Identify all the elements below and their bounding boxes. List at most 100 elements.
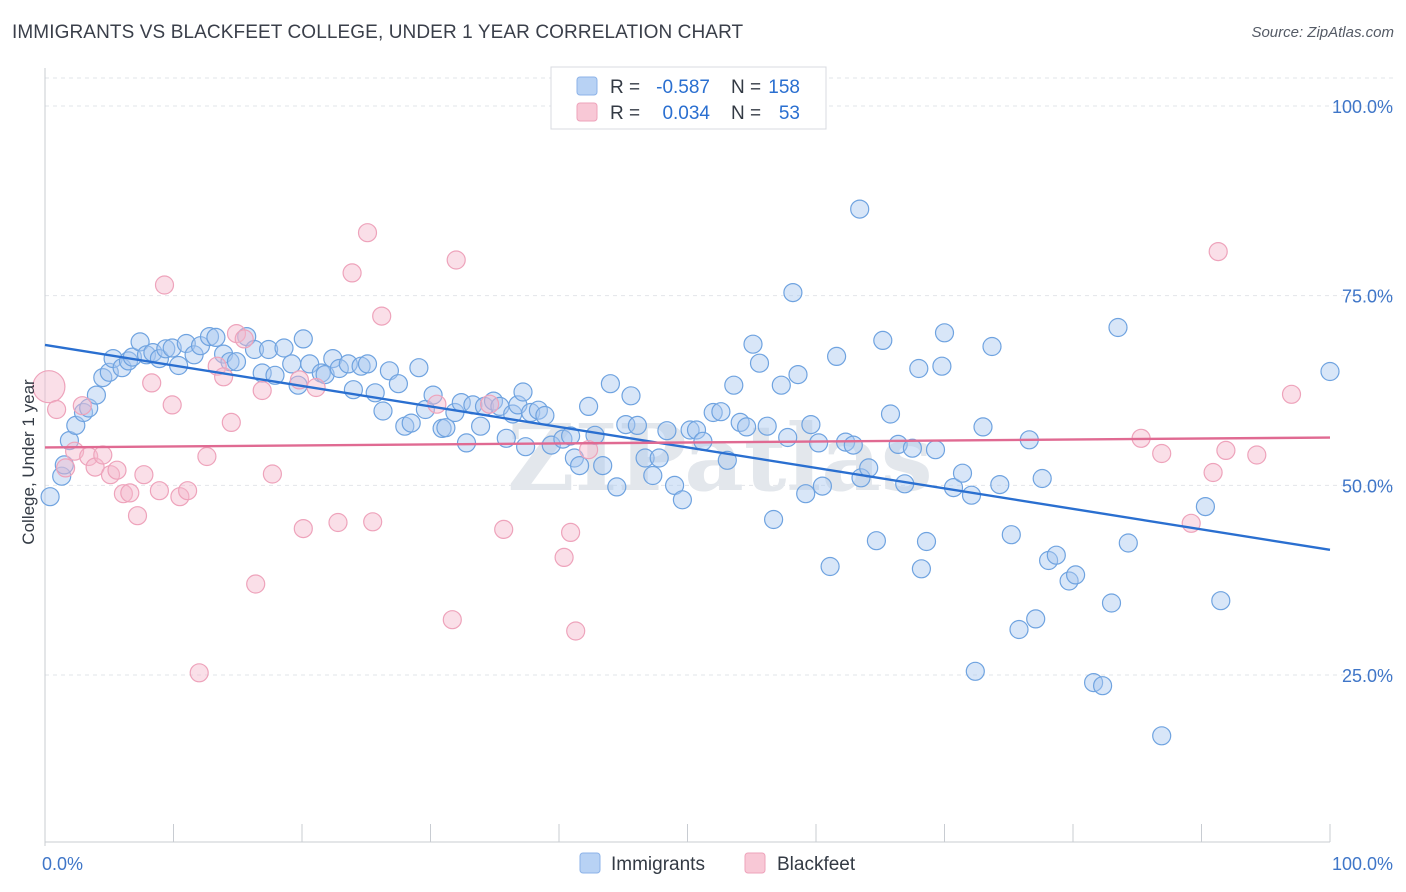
immigrants-point [627,415,648,435]
immigrants-point [880,404,901,424]
blackfeet-point [427,394,447,414]
blackfeet-point [1152,443,1172,464]
immigrants-point [528,400,549,420]
blackfeet-point [162,395,182,415]
immigrants-point [850,199,870,219]
blackfeet-point [46,399,67,420]
immigrants-point [796,484,816,504]
immigrants-point [757,416,777,436]
blackfeet-point [197,446,217,467]
blackfeet-point [107,460,127,480]
immigrants-point [259,339,279,360]
blackfeet-point [342,263,362,283]
blackfeet-point [120,483,140,503]
stats-n-label: N = [731,103,761,124]
immigrants-point [711,402,731,422]
immigrants-point [569,456,590,476]
stats-r-value: -0.587 [656,77,710,98]
blackfeet-point [480,394,500,414]
legend-label-immigrants: Immigrants [611,854,705,875]
blackfeet-point [234,329,254,349]
immigrants-point [156,339,176,359]
immigrants-point [206,327,226,347]
blackfeet-trend-line [44,436,1331,449]
immigrants-point [680,420,700,440]
immigrants-point [749,353,770,373]
blackfeet-point [154,275,175,295]
blackfeet-point [149,481,169,501]
blackfeet-point [246,574,266,594]
immigrants-point [911,559,932,579]
immigrants-point [873,330,893,350]
immigrants-point [778,427,798,448]
immigrants-point [1108,317,1128,338]
immigrants-point [513,382,533,402]
blackfeet-point [214,367,234,387]
legend-item-blackfeet[interactable]: Blackfeet [744,852,856,875]
legend-swatch-blackfeet [744,852,766,874]
immigrants-point [965,661,985,681]
immigrants-point [1092,676,1113,696]
immigrants-point [541,435,561,455]
immigrants-point [323,349,343,369]
immigrants-point [282,354,302,374]
immigrants-point [952,463,973,483]
blackfeet-point [1216,440,1236,460]
immigrants-point [176,333,196,354]
blackfeet-point [372,306,392,326]
blackfeet-point [357,223,378,243]
blackfeet-point [578,440,599,460]
blackfeet-point [252,380,272,401]
immigrants-point [932,356,952,376]
immigrants-point [812,476,833,496]
blackfeet-point [1208,242,1228,262]
blackfeet-point [566,621,586,641]
legend-item-immigrants[interactable]: Immigrants [579,852,705,875]
immigrants-point [635,448,655,468]
blackfeet-point [262,464,282,484]
immigrants-point [515,437,536,457]
legend: Immigrants Blackfeet [579,852,856,875]
immigrants-point [1152,726,1172,746]
immigrants-point [909,358,929,379]
immigrants-point [86,385,107,405]
immigrants-point [535,405,555,426]
immigrants-point [982,336,1002,357]
blackfeet-point [328,512,348,533]
immigrants-point [743,334,763,354]
blackfeet-point [85,457,105,477]
immigrants-point [826,346,847,366]
blackfeet-point [1203,462,1223,483]
stats-n-label: N = [731,77,761,98]
blackfeet-point [142,373,162,393]
blackfeet-point [72,396,92,416]
immigrants-point [560,426,581,446]
stats-n-value: 158 [768,77,800,98]
immigrants-point [329,358,349,379]
blackfeet-point [178,481,198,501]
immigrants-point [866,531,887,551]
immigrants-point [471,416,491,436]
stats-row-blackfeet: R = 0.034 N = 53 [576,102,800,124]
immigrants-point [686,420,707,440]
y-tick-labels: 25.0% 50.0% 75.0% 100.0% [1332,97,1393,686]
blackfeet-point [134,465,154,485]
immigrants-point [226,352,247,372]
y-axis-label: College, Under 1 year [19,379,38,545]
stats-row-immigrants: R = -0.587 N = 158 [576,76,800,98]
blackfeet-point [113,484,134,504]
axes [44,68,1331,846]
y-tick-label: 75.0% [1342,287,1393,307]
immigrants-point [788,365,808,385]
legend-swatch-immigrants [579,852,601,874]
immigrants-point [649,448,669,468]
blackfeet-point [32,370,66,404]
stats-r-label: R = [610,77,640,98]
immigrants-point [643,465,663,486]
immigrants-point [763,509,784,530]
blackfeet-point [494,519,514,540]
stats-n-value: 53 [779,103,800,124]
immigrants-point [1026,609,1046,629]
blackfeet-point [127,506,148,526]
